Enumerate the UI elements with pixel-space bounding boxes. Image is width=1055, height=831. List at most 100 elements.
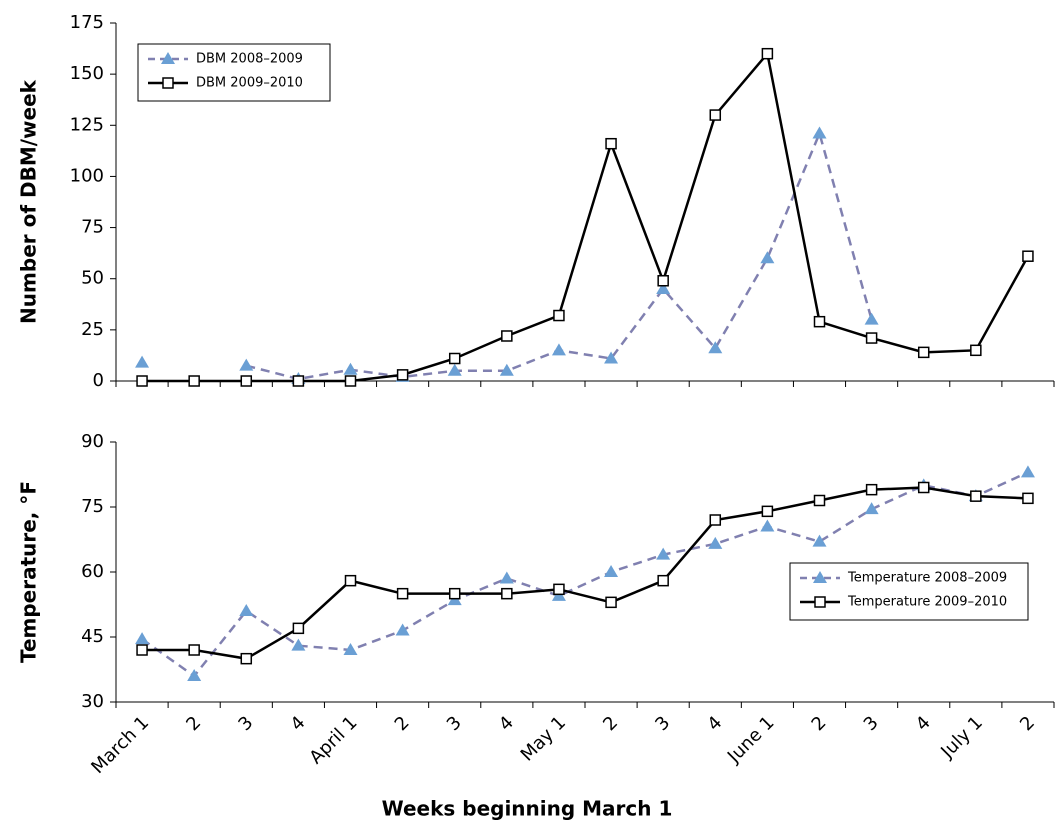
y-tick-label: 90: [81, 431, 104, 452]
marker: [760, 519, 775, 532]
y-tick-label: 75: [81, 496, 104, 517]
x-tick-label: July 1: [936, 712, 987, 763]
legend-label: Temperature 2009–2010: [847, 595, 1007, 610]
y-tick-label: 25: [81, 319, 104, 340]
marker: [865, 483, 878, 496]
series-line: [142, 486, 1028, 660]
marker: [292, 375, 305, 387]
x-tick-label: 4: [703, 712, 726, 735]
series-line: [245, 129, 873, 381]
marker: [760, 251, 775, 264]
marker: [709, 514, 722, 526]
marker: [292, 622, 305, 635]
marker: [864, 502, 879, 515]
marker: [240, 652, 253, 665]
marker: [657, 574, 669, 587]
x-tick-label: 2: [1016, 712, 1039, 735]
legend-label: DBM 2009–2010: [196, 76, 303, 91]
marker: [604, 351, 619, 364]
x-tick-label: 2: [182, 712, 205, 735]
x-tick-label: 2: [391, 712, 414, 735]
marker: [343, 362, 358, 375]
y-tick-label: 0: [93, 370, 104, 391]
marker: [135, 355, 150, 368]
y-tick-label: 150: [70, 63, 104, 84]
x-tick-label: 3: [860, 712, 883, 735]
marker: [864, 312, 879, 325]
legend-box: [789, 562, 1029, 621]
marker: [501, 330, 513, 342]
x-tick-label: May 1: [517, 712, 570, 765]
marker: [657, 275, 669, 287]
series-line: [142, 50, 1030, 383]
y-tick-label: 175: [70, 12, 104, 33]
legend-marker: [162, 77, 174, 89]
marker: [344, 574, 357, 587]
marker: [239, 604, 254, 616]
x-tick-label: 3: [443, 712, 466, 735]
y-axis-label: Temperature, °F: [17, 481, 41, 663]
marker: [605, 596, 617, 609]
marker: [970, 344, 982, 357]
legend-label: DBM 2008–2009: [196, 52, 303, 67]
x-tick-label: 4: [912, 712, 935, 735]
x-tick-label: June 1: [723, 712, 778, 767]
marker: [188, 644, 200, 656]
marker: [344, 375, 357, 387]
marker: [709, 109, 722, 121]
marker: [865, 332, 878, 344]
legend-marker: [813, 571, 827, 583]
y-tick-label: 30: [81, 691, 104, 712]
marker: [187, 669, 202, 681]
marker: [604, 565, 619, 577]
marker: [1020, 465, 1035, 478]
marker: [812, 534, 827, 547]
marker: [761, 47, 774, 60]
marker: [240, 375, 253, 387]
marker: [188, 375, 200, 387]
y-axis-label: Number of DBM/week: [17, 79, 41, 324]
marker: [708, 536, 723, 549]
x-tick-label: 4: [287, 712, 310, 735]
marker: [448, 587, 461, 600]
marker: [553, 583, 565, 596]
marker: [447, 363, 462, 376]
y-tick-label: 50: [81, 268, 104, 289]
marker: [396, 587, 409, 600]
marker: [1022, 492, 1034, 505]
y-tick-label: 125: [70, 114, 104, 135]
marker: [708, 341, 723, 354]
x-tick-label: 2: [808, 712, 831, 735]
marker: [501, 587, 513, 600]
marker: [239, 358, 254, 371]
marker: [343, 643, 358, 655]
marker: [761, 505, 774, 518]
marker: [917, 346, 930, 359]
y-tick-label: 75: [81, 217, 104, 238]
marker: [396, 369, 409, 381]
series-line: [141, 471, 1029, 678]
marker: [395, 623, 410, 636]
x-tick-label: March 1: [87, 712, 153, 778]
legend-box: [137, 43, 331, 102]
marker: [135, 632, 150, 645]
x-tick-label: 3: [651, 712, 674, 735]
x-axis-label: Weeks beginning March 1: [382, 797, 673, 821]
y-tick-label: 45: [81, 626, 104, 647]
marker: [291, 638, 306, 651]
x-tick-label: April 1: [305, 712, 361, 768]
marker: [656, 547, 671, 560]
marker: [917, 481, 930, 494]
marker: [448, 352, 461, 365]
x-tick-label: 3: [234, 712, 257, 735]
marker: [136, 644, 148, 656]
y-tick-label: 60: [81, 561, 104, 582]
marker: [812, 126, 827, 139]
marker: [499, 571, 514, 584]
legend-label: Temperature 2008–2009: [847, 571, 1007, 586]
marker: [1022, 250, 1034, 262]
marker: [553, 309, 565, 322]
legend-marker: [161, 52, 175, 64]
x-tick-label: 2: [599, 712, 622, 735]
